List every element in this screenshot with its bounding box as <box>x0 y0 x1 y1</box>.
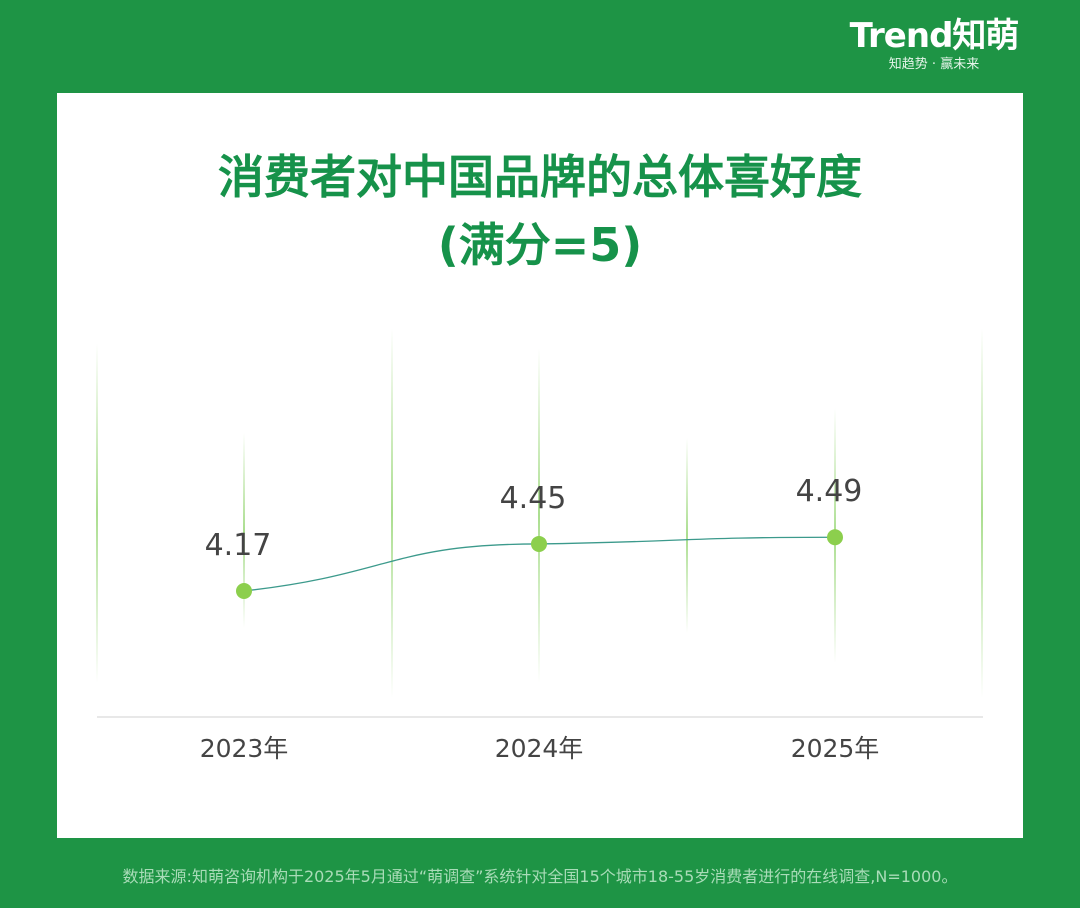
brand-logo: Trend知萌 <box>849 16 1020 56</box>
chart-card: 消费者对中国品牌的总体喜好度 (满分=5) 4.17 4.45 4.49 2023年… <box>57 93 1023 838</box>
line-chart: 4.17 4.45 4.49 2023年 2024年 2025年 <box>96 328 983 763</box>
decor-vertical-line <box>243 433 245 628</box>
data-label: 4.49 <box>796 474 863 509</box>
x-tick-label: 2024年 <box>495 734 584 763</box>
decor-vertical-line <box>391 328 393 698</box>
data-point <box>236 583 252 599</box>
brand-block: Trend知萌 知趋势 · 赢未来 <box>844 16 1024 80</box>
source-note: 数据来源:知萌咨询机构于2025年5月通过“萌调查”系统针对全国15个城市18-… <box>122 867 958 886</box>
data-point <box>827 529 843 546</box>
decor-vertical-line <box>981 328 983 698</box>
decor-vertical-line <box>538 348 540 683</box>
chart-title-line-1: 消费者对中国品牌的总体喜好度 <box>218 150 862 204</box>
data-label: 4.45 <box>500 481 567 516</box>
data-point <box>531 535 547 552</box>
chart-title: 消费者对中国品牌的总体喜好度 (满分=5) <box>57 143 1023 279</box>
chart-title-line-2: (满分=5) <box>437 218 643 272</box>
data-label: 4.17 <box>205 528 272 563</box>
brand-tagline: 知趋势 · 赢未来 <box>888 57 980 72</box>
decor-vertical-line <box>686 438 688 633</box>
x-tick-label: 2025年 <box>791 734 880 763</box>
decor-vertical-line <box>96 343 98 683</box>
x-tick-label: 2023年 <box>200 734 289 763</box>
